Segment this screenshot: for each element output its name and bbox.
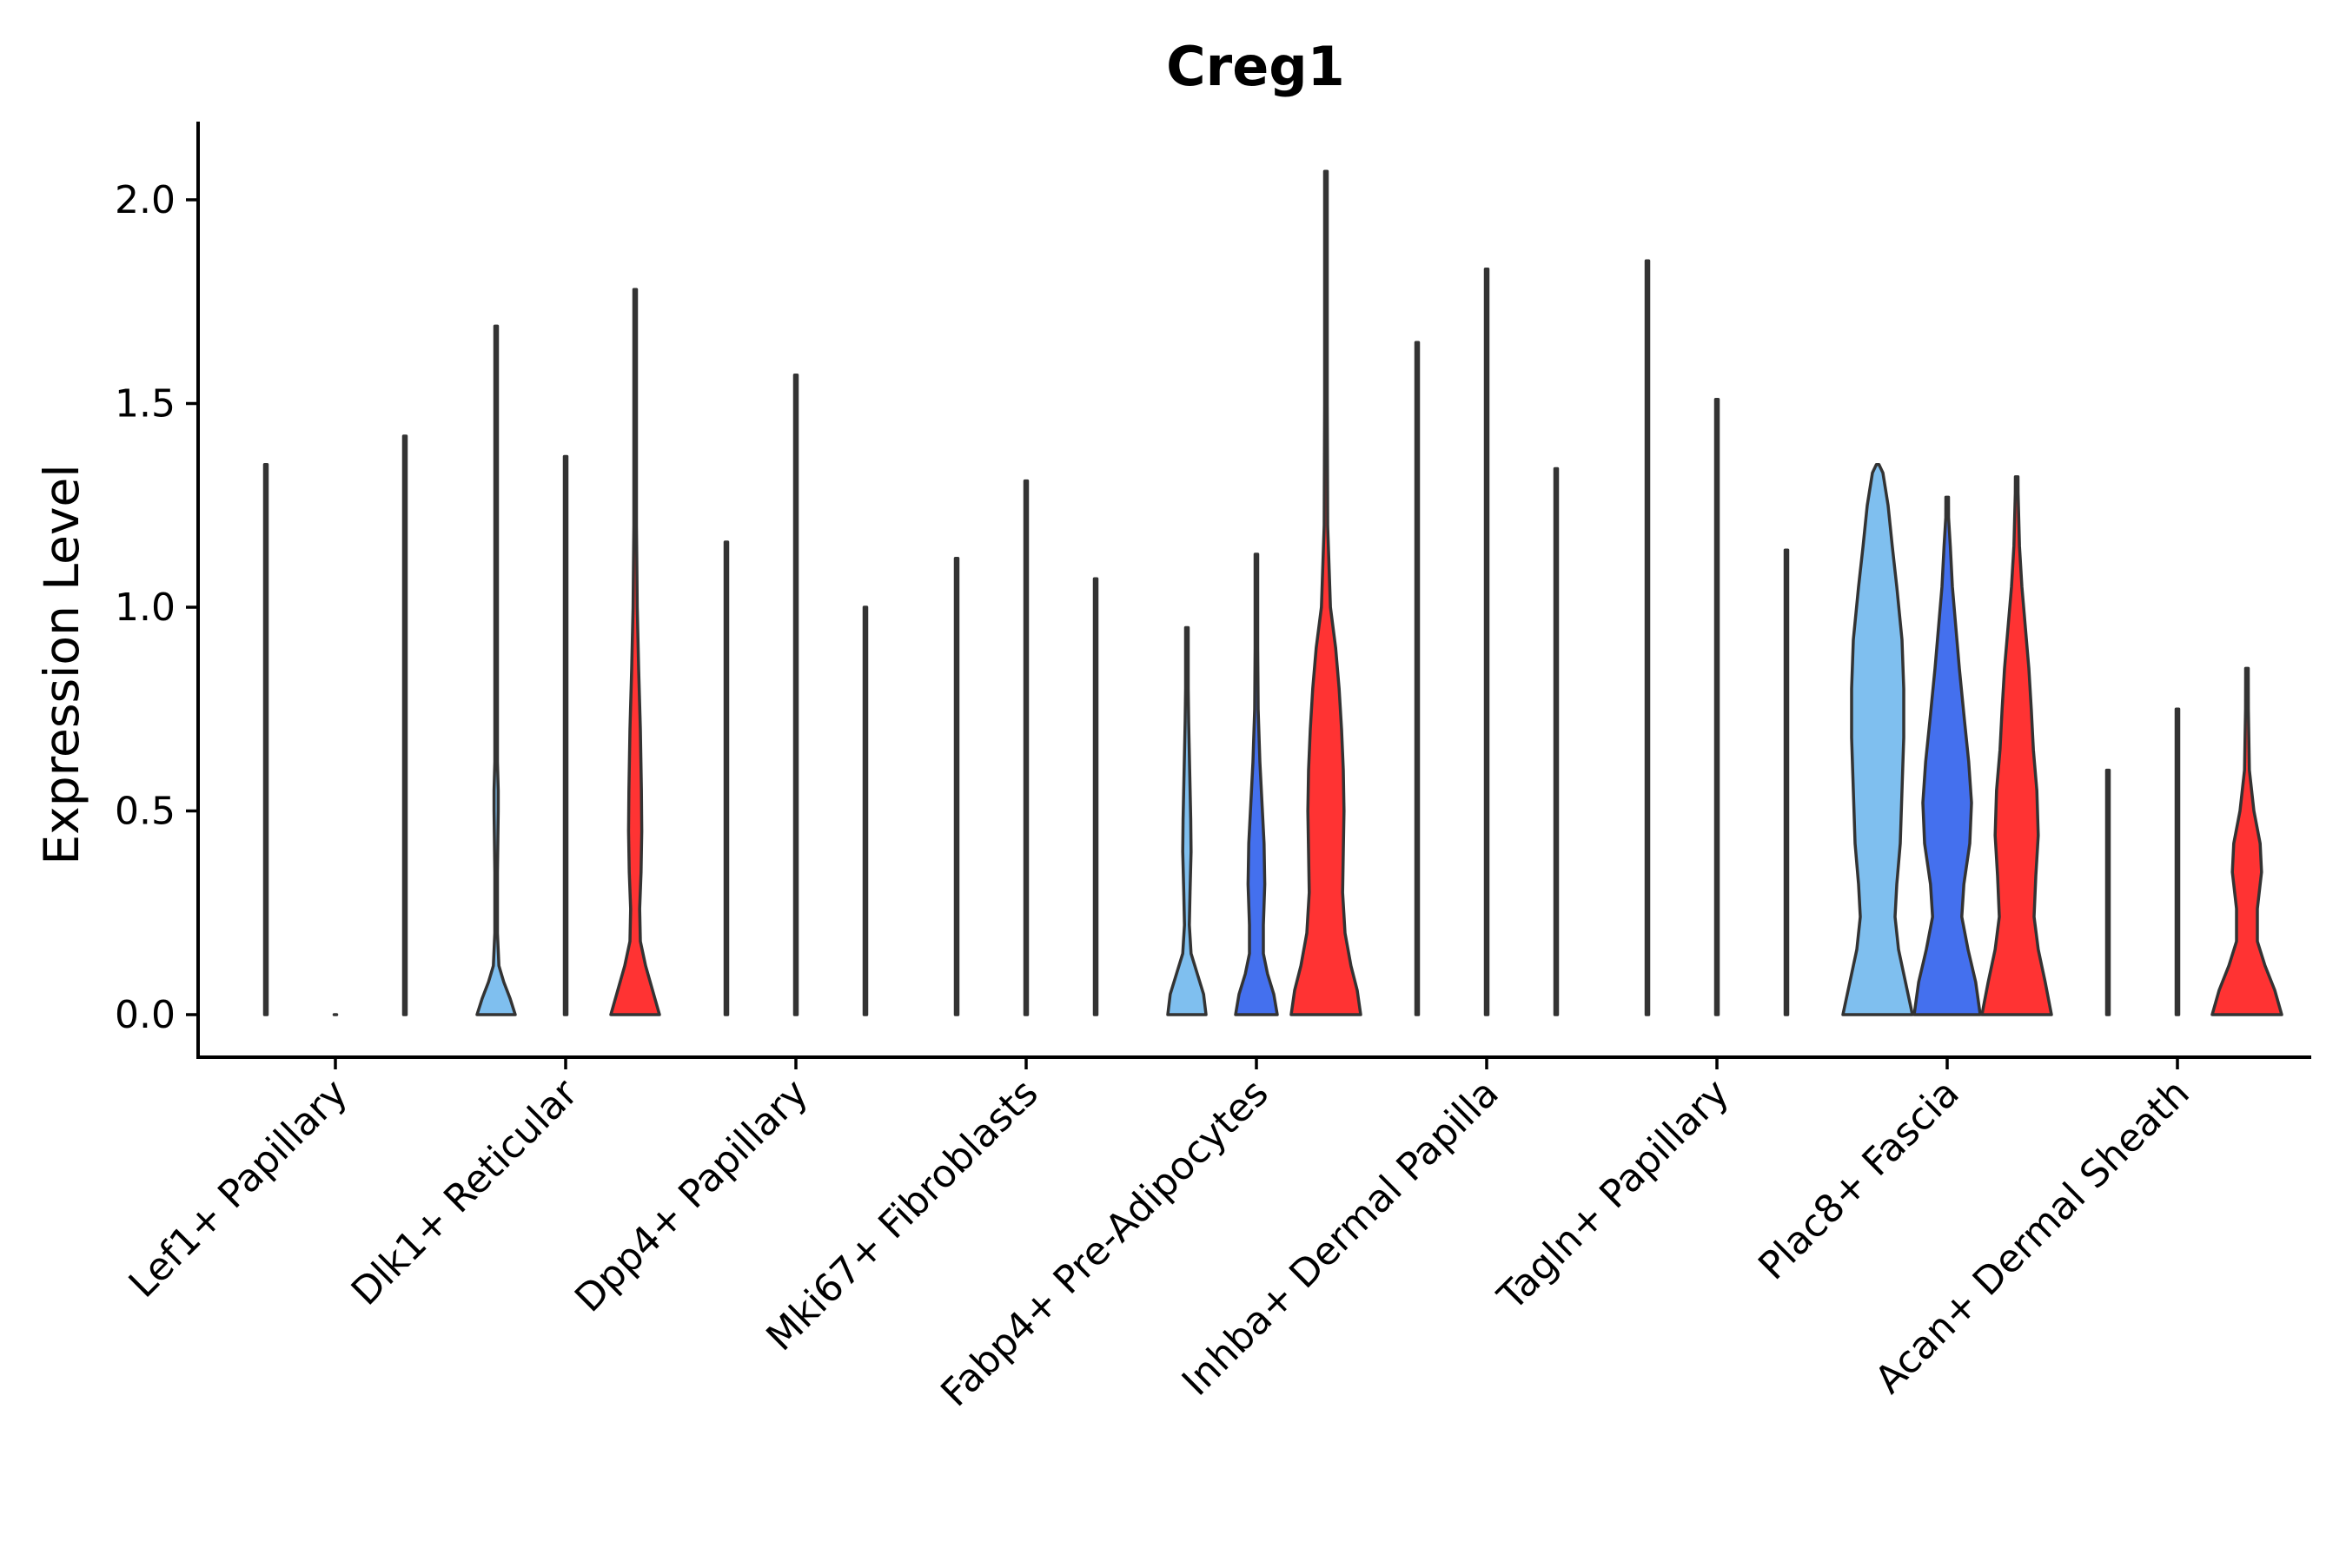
violin-4-3	[1092, 577, 1099, 1016]
violin-8-3	[1980, 475, 2053, 1016]
violin-7-3	[1783, 548, 1790, 1016]
violin-3-2	[792, 373, 799, 1016]
chart-title: Creg1	[1166, 35, 1345, 98]
violin-2-1	[475, 324, 517, 1016]
y-tick-label: 0.5	[115, 790, 176, 834]
violin-5-3	[1289, 169, 1362, 1016]
x-tick-label: Dlk1+ Reticular	[343, 1070, 587, 1314]
violin-1-3	[401, 434, 408, 1016]
violin-5-2	[1234, 552, 1279, 1016]
x-tick-label: Plac8+ Fascia	[1750, 1071, 1968, 1289]
x-tick-label: Tagln+ Papillary	[1489, 1071, 1738, 1320]
violin-2-2	[562, 454, 569, 1016]
violin-4-1	[953, 556, 960, 1016]
y-tick-label: 1.5	[115, 382, 176, 427]
violins-layer	[262, 169, 2283, 1016]
y-tick-label: 2.0	[115, 178, 176, 222]
violin-5-1	[1166, 625, 1208, 1016]
violin-7-1	[1644, 259, 1651, 1016]
x-tick-label: Lef1+ Papillary	[121, 1071, 356, 1307]
violin-6-1	[1414, 341, 1421, 1016]
x-tick-label: Dpp4+ Papillary	[567, 1071, 817, 1321]
y-tick-label: 0.0	[115, 993, 176, 1037]
violin-6-3	[1553, 466, 1560, 1016]
violin-6-2	[1483, 267, 1490, 1016]
violin-4-2	[1023, 479, 1030, 1016]
y-tick-label: 1.0	[115, 586, 176, 630]
violin-9-2	[2174, 707, 2181, 1016]
violin-2-3	[609, 288, 661, 1016]
violin-8-1	[1841, 463, 1914, 1016]
violin-8-2	[1912, 495, 1982, 1016]
y-axis-label: Expression Level	[34, 464, 89, 864]
violin-3-1	[723, 540, 730, 1016]
violin-9-1	[2104, 768, 2111, 1016]
violin-9-3	[2210, 666, 2283, 1016]
violin-3-3	[862, 605, 869, 1016]
violin-7-2	[1713, 398, 1720, 1016]
violin-1-1	[262, 463, 269, 1016]
